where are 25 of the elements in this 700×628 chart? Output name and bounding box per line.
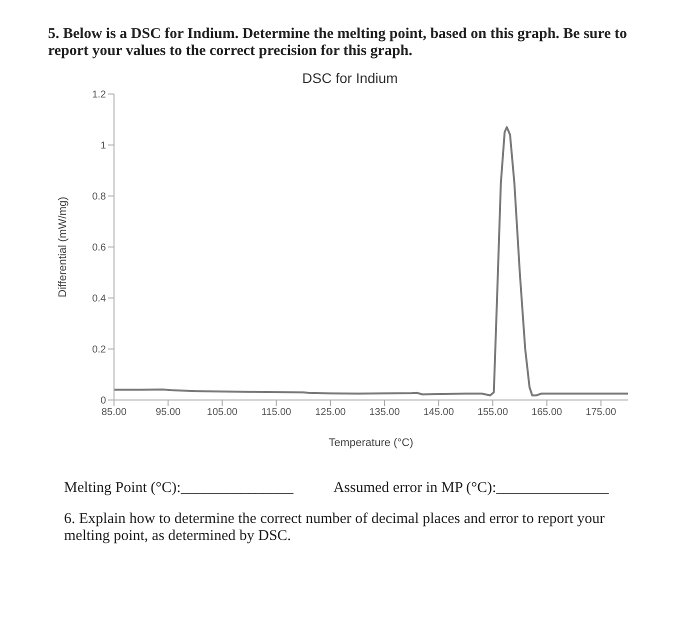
x-tick-label: 155.00 [477,407,508,418]
x-tick-label: 85.00 [101,407,127,418]
text: Assumed error in MP (°C):_______________ [333,480,609,497]
x-axis-title: Temperature (°C) [328,437,414,449]
x-tick-label: 135.00 [369,407,400,418]
y-tick-label: 0.8 [92,192,106,203]
x-tick-label: 165.00 [532,407,563,418]
x-tick-label: 125.00 [315,407,346,418]
x-tick-label: 145.00 [423,407,454,418]
x-tick-label: 95.00 [156,407,182,418]
chart-title: DSC for Indium [301,70,399,86]
x-tick-label: 175.00 [586,407,617,418]
y-axis-title: Differential (mW/mg) [56,196,69,298]
y-tick-label: 0.6 [92,242,106,254]
text: 6. Explain how to determine the correct number of decimal places and error to report your melting point, as determined by DSC. [63,510,606,546]
y-tick-label: 1 [100,140,106,152]
y-tick-label: 1.2 [92,90,106,101]
x-tick-label: 105.00 [206,407,238,418]
text: 5. Below is a DSC for Indium. Determine the melting point, based on this graph. Be sure to report your values to the correct precision for this graph. [47,25,628,61]
line-series [114,126,628,396]
x-tick-label: 115.00 [261,407,292,418]
y-tick-label: 0.2 [92,344,106,356]
text: Melting Point (°C):_______________ [64,480,294,497]
y-tick-label: 0.4 [92,294,106,305]
y-tick-label: 0 [100,396,106,407]
